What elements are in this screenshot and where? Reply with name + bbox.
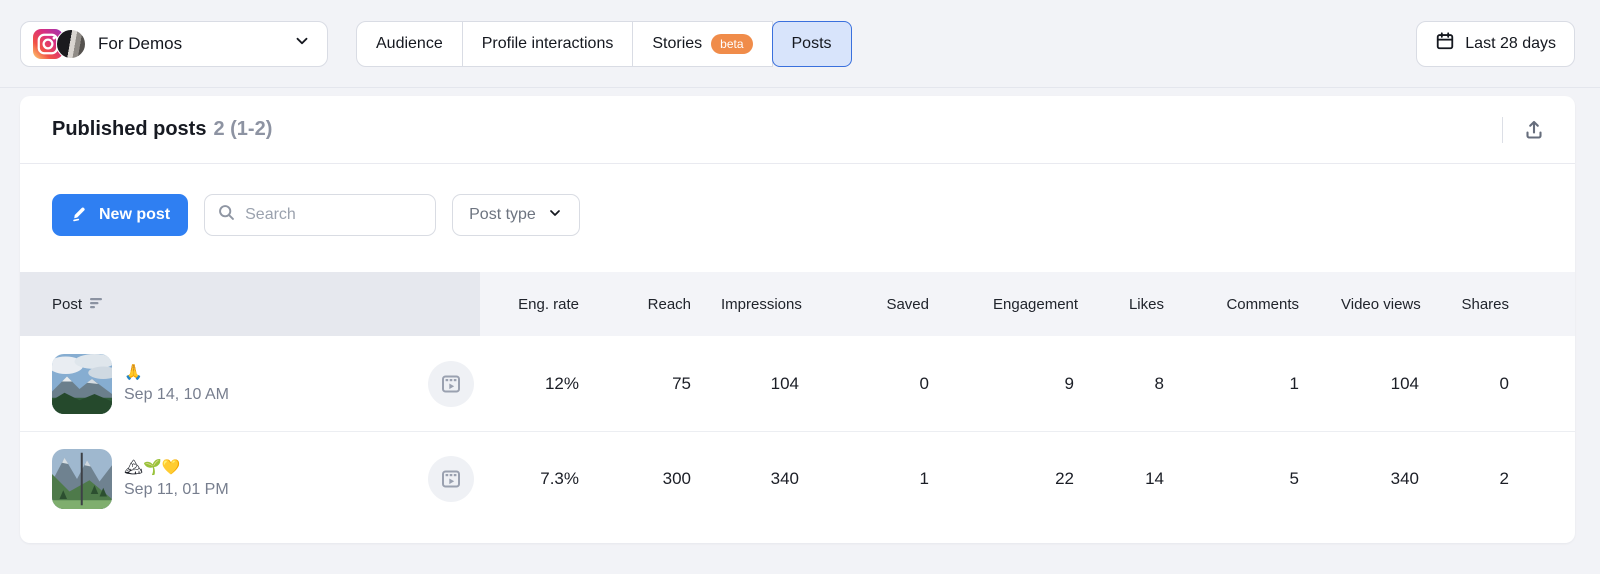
cell-eng-rate: 7.3% — [540, 469, 579, 488]
table-header: Post Eng. rate Reach Impressions Saved E… — [20, 272, 1575, 336]
column-header-saved[interactable]: Saved — [815, 272, 945, 336]
analytics-tabs: Audience Profile interactions Stories be… — [356, 20, 852, 67]
new-post-button[interactable]: New post — [52, 194, 189, 236]
posts-table: Post Eng. rate Reach Impressions Saved E… — [20, 272, 1575, 526]
table-row[interactable]: 🙏 Sep 14, 10 AM 12% 75 104 0 9 8 — [20, 336, 1575, 431]
date-range-label: Last 28 days — [1465, 34, 1556, 52]
cell-reach: 75 — [672, 373, 691, 393]
post-date: Sep 11, 01 PM — [124, 481, 229, 498]
cell-comments: 5 — [1289, 469, 1299, 488]
export-icon — [1526, 120, 1542, 139]
cell-video-views: 104 — [1390, 373, 1419, 393]
divider — [1502, 116, 1503, 143]
column-header-reach[interactable]: Reach — [595, 272, 707, 336]
cell-saved: 0 — [919, 373, 929, 393]
posts-count: 2 (1-2) — [213, 118, 273, 140]
column-label: Impressions — [721, 295, 802, 313]
posts-toolbar: New post Post type — [20, 164, 1575, 272]
column-label: Post — [52, 295, 83, 313]
column-label: Reach — [647, 295, 691, 313]
cell-impressions: 104 — [770, 373, 799, 393]
chevron-down-icon — [293, 32, 311, 55]
column-header-eng-rate[interactable]: Eng. rate — [480, 272, 595, 336]
cell-video-views: 340 — [1390, 469, 1419, 488]
tab-posts[interactable]: Posts — [771, 20, 852, 67]
tab-label: Audience — [376, 34, 443, 52]
column-header-likes[interactable]: Likes — [1090, 272, 1180, 336]
post-cell: 🏔🌱💛 Sep 11, 01 PM — [20, 449, 480, 509]
cell-eng-rate: 12% — [544, 373, 579, 393]
column-label: Comments — [1226, 295, 1299, 313]
column-header-video-views[interactable]: Video views — [1315, 272, 1435, 336]
post-caption: 🙏 — [124, 363, 143, 381]
video-post-type-icon — [428, 456, 474, 502]
cell-reach: 300 — [662, 469, 691, 488]
column-label: Likes — [1128, 295, 1164, 313]
post-caption: 🏔🌱💛 — [124, 459, 181, 476]
column-label: Eng. rate — [518, 295, 579, 313]
post-thumbnail[interactable] — [52, 353, 112, 414]
top-bar: For Demos Audience Profile interactions … — [0, 0, 1600, 88]
cell-engagement: 22 — [1055, 469, 1074, 488]
tab-stories[interactable]: Stories beta — [632, 20, 773, 67]
column-header-engagement[interactable]: Engagement — [945, 272, 1090, 336]
column-header-shares[interactable]: Shares — [1435, 272, 1525, 336]
cell-shares: 2 — [1499, 469, 1509, 488]
column-header-comments[interactable]: Comments — [1180, 272, 1315, 336]
post-cell: 🙏 Sep 14, 10 AM — [20, 353, 480, 414]
post-type-filter[interactable]: Post type — [452, 194, 580, 236]
post-date: Sep 14, 10 AM — [124, 385, 229, 403]
tab-label: Stories — [652, 34, 703, 52]
column-label: Video views — [1341, 295, 1421, 313]
panel-header: Published posts 2 (1-2) — [20, 96, 1575, 164]
account-name: For Demos — [98, 33, 183, 53]
calendar-icon — [1435, 31, 1455, 56]
table-row[interactable]: 🏔🌱💛 Sep 11, 01 PM 7.3% 300 340 1 22 — [20, 431, 1575, 526]
column-label: Saved — [886, 295, 929, 313]
post-meta: 🙏 Sep 14, 10 AM — [124, 364, 229, 404]
cell-comments: 1 — [1289, 373, 1299, 393]
account-avatar — [56, 28, 86, 59]
post-meta: 🏔🌱💛 Sep 11, 01 PM — [124, 459, 229, 499]
panel-title: Published posts — [52, 118, 207, 140]
post-thumbnail[interactable] — [52, 449, 112, 509]
new-post-label: New post — [99, 206, 171, 223]
export-button[interactable] — [1521, 117, 1547, 143]
cell-saved: 1 — [919, 469, 929, 488]
date-range-button[interactable]: Last 28 days — [1416, 20, 1575, 67]
tab-label: Profile interactions — [481, 34, 614, 52]
tab-label: Posts — [791, 34, 832, 52]
tab-profile-interactions[interactable]: Profile interactions — [461, 20, 634, 67]
sort-icon — [90, 296, 105, 313]
column-label: Shares — [1461, 295, 1509, 313]
tab-audience[interactable]: Audience — [356, 20, 463, 67]
post-type-label: Post type — [469, 206, 536, 223]
published-posts-panel: Published posts 2 (1-2) New post — [20, 96, 1575, 543]
account-selector-dropdown[interactable]: For Demos — [20, 20, 328, 67]
beta-badge: beta — [711, 33, 753, 54]
column-label: Engagement — [993, 295, 1079, 313]
search-icon — [217, 203, 236, 227]
panel-header-actions — [1502, 116, 1547, 143]
cell-shares: 0 — [1499, 373, 1509, 393]
cell-impressions: 340 — [770, 469, 799, 488]
column-header-impressions[interactable]: Impressions — [707, 272, 815, 336]
search-box — [204, 194, 437, 236]
video-post-type-icon — [428, 360, 474, 407]
column-header-post[interactable]: Post — [20, 272, 480, 336]
chevron-down-icon — [547, 205, 563, 226]
cell-likes: 8 — [1154, 373, 1164, 393]
pencil-icon — [70, 203, 89, 227]
search-input[interactable] — [245, 206, 424, 224]
cell-likes: 14 — [1145, 469, 1164, 488]
cell-engagement: 9 — [1064, 373, 1074, 393]
